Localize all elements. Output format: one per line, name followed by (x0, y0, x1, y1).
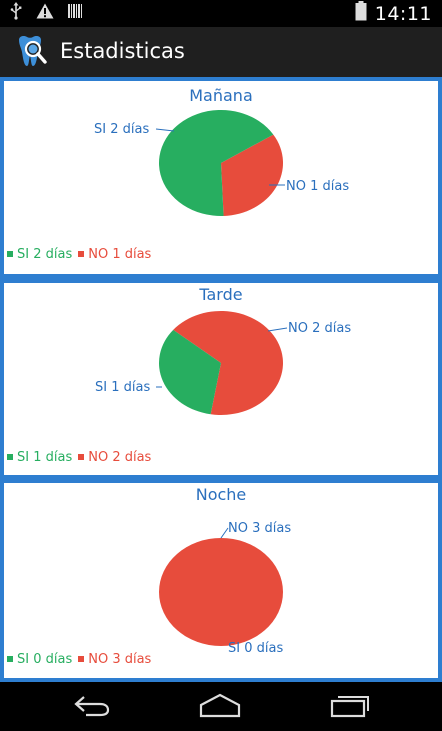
chart-card-manana: Mañana SI 2 días NO 1 días SI 2 días NO 1 d… (4, 81, 438, 274)
action-bar: Estadisticas (0, 27, 442, 77)
legend-label: NO 3 días (88, 651, 152, 667)
legend-swatch (78, 656, 85, 662)
legend-tarde: SI 1 días NO 2 días (7, 449, 157, 465)
home-button[interactable] (190, 690, 250, 724)
legend-label: SI 1 días (17, 449, 73, 465)
legend-item-no-3-dias: NO 3 días (78, 652, 151, 667)
pie-slice-no-1-dias (221, 134, 284, 216)
legend-label: NO 1 días (88, 246, 152, 262)
pie-chart-manana: Mañana SI 2 días NO 1 días (94, 86, 349, 216)
pie-chart-noche: Noche SI 0 días NO 3 días (159, 485, 291, 656)
chart-card-noche: Noche SI 0 días NO 3 días SI 0 días NO 3 dí… (4, 483, 438, 678)
navigation-bar (0, 682, 442, 731)
leader-line-no-3-dias (220, 527, 229, 539)
pie-slice-si-2-dias (159, 109, 274, 216)
home-icon (198, 692, 242, 723)
chart-card-tarde: Tarde SI 1 días NO 2 días SI 1 días NO 2 dí… (4, 283, 438, 475)
legend-swatch (78, 454, 85, 460)
pie-slice-no-3-dias (159, 538, 283, 646)
legend-item-no-2-dias: NO 2 días (78, 450, 151, 465)
recent-apps-icon (328, 692, 372, 723)
legend-swatch (7, 656, 13, 662)
back-button[interactable] (62, 690, 122, 724)
slice-label-si-0-dias: SI 0 días (228, 641, 283, 656)
slice-label-no-1-dias: NO 1 días (286, 179, 349, 194)
legend-swatch (78, 251, 85, 257)
legend-label: SI 2 días (17, 246, 73, 262)
legend-noche: SI 0 días NO 3 días (7, 651, 157, 667)
charts-scroll-area[interactable]: Mañana SI 2 días NO 1 días SI 2 días NO 1 d… (0, 77, 442, 682)
legend-manana: SI 2 días NO 1 días (7, 246, 157, 262)
warning-icon (36, 3, 54, 24)
tooth-magnifier-icon[interactable] (14, 34, 50, 70)
slice-label-si-2-dias: SI 2 días (94, 122, 149, 137)
pie-chart-tarde: Tarde SI 1 días NO 2 días (95, 285, 351, 415)
page-title: Estadisticas (60, 39, 185, 63)
slice-label-si-1-dias: SI 1 días (95, 380, 150, 395)
legend-label: SI 0 días (17, 651, 73, 667)
pie-slice-no-2-dias (173, 310, 283, 415)
leader-line-si-2-dias (155, 128, 175, 132)
chart-title-noche: Noche (196, 485, 247, 504)
recent-apps-button[interactable] (320, 690, 380, 724)
legend-item-si-2-dias: SI 2 días (7, 247, 72, 262)
legend-item-no-1-dias: NO 1 días (78, 247, 151, 262)
back-icon (72, 693, 112, 722)
legend-item-si-0-dias: SI 0 días (7, 652, 72, 667)
slice-label-no-3-dias: NO 3 días (228, 521, 291, 536)
battery-icon (355, 1, 367, 26)
legend-item-si-1-dias: SI 1 días (7, 450, 72, 465)
usb-icon (10, 2, 22, 25)
pie-slice-si-1-dias (158, 329, 221, 415)
barcode-icon (68, 4, 82, 23)
clock: 14:11 (374, 2, 432, 25)
legend-swatch (7, 454, 13, 460)
legend-label: NO 2 días (88, 449, 152, 465)
leader-line-no-2-dias (267, 327, 288, 332)
slice-label-no-2-dias: NO 2 días (288, 321, 351, 336)
legend-swatch (7, 251, 13, 257)
status-bar: 14:11 (0, 0, 442, 27)
chart-title-manana: Mañana (189, 86, 253, 105)
chart-title-tarde: Tarde (198, 285, 242, 304)
